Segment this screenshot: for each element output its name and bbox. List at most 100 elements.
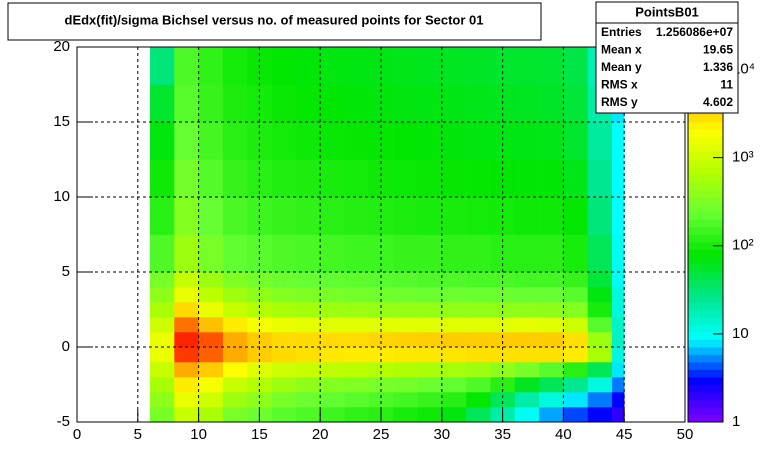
- heat-cell: [295, 234, 321, 273]
- heat-cell: [417, 287, 443, 303]
- heat-cell: [198, 332, 224, 348]
- heat-cell: [344, 197, 370, 235]
- y-tick-label: 15: [53, 113, 70, 130]
- heat-cell: [344, 377, 370, 393]
- heat-cell: [320, 362, 345, 378]
- heat-cell: [563, 377, 589, 393]
- heat-cell: [612, 272, 625, 288]
- heat-cell: [198, 84, 224, 123]
- heat-cell: [174, 84, 199, 123]
- heat-cell: [271, 197, 297, 235]
- color-scale-step: [688, 167, 723, 175]
- heat-cell: [198, 347, 224, 363]
- stats-value: 4.602: [703, 95, 733, 109]
- heat-cell: [198, 159, 224, 198]
- heat-cell: [466, 377, 491, 393]
- heat-cell: [295, 302, 321, 318]
- color-scale-step: [688, 257, 723, 265]
- heat-cell: [368, 362, 394, 378]
- color-scale-step: [688, 332, 723, 340]
- heat-cell: [393, 84, 418, 123]
- heat-cell: [174, 332, 199, 348]
- color-scale-step: [688, 144, 723, 153]
- heat-cell: [490, 362, 516, 378]
- heat-cell: [612, 197, 625, 235]
- heat-cell: [198, 197, 224, 235]
- heat-cell: [539, 197, 564, 235]
- x-tick-label: 15: [251, 426, 268, 443]
- heat-cell: [320, 272, 345, 288]
- heat-cell: [490, 302, 516, 318]
- heat-cell: [320, 234, 345, 273]
- heat-cell: [417, 377, 443, 393]
- heat-cell: [149, 362, 175, 378]
- heat-cell: [295, 407, 321, 423]
- heat-cell: [320, 317, 345, 333]
- heat-cell: [441, 302, 467, 318]
- heat-cell: [198, 392, 224, 408]
- heat-cell: [174, 362, 199, 378]
- heat-cell: [393, 234, 418, 273]
- heat-cell: [514, 272, 540, 288]
- heat-cell: [295, 362, 321, 378]
- heat-cell: [222, 159, 248, 198]
- heat-cell: [271, 377, 297, 393]
- heat-cell: [149, 407, 175, 423]
- heat-cell: [247, 272, 272, 288]
- heat-cell: [393, 332, 418, 348]
- heat-cell: [441, 122, 467, 160]
- heat-cell: [612, 302, 625, 318]
- heat-cell: [466, 347, 491, 363]
- stats-value: 1.336: [703, 60, 733, 74]
- heat-cell: [563, 84, 589, 123]
- heat-cell: [320, 159, 345, 198]
- heat-cell: [514, 47, 540, 85]
- color-scale-step: [688, 324, 723, 333]
- stats-title: PointsB01: [635, 4, 699, 19]
- heat-cell: [222, 332, 248, 348]
- heat-cell: [612, 362, 625, 378]
- heat-cell: [149, 122, 175, 160]
- x-tick-label: 10: [190, 426, 207, 443]
- color-scale-step: [688, 204, 723, 213]
- heat-cell: [393, 302, 418, 318]
- x-tick-label: 0: [73, 426, 81, 443]
- heat-cell: [539, 377, 564, 393]
- y-tick-label: 0: [62, 338, 70, 355]
- heat-cell: [514, 362, 540, 378]
- heat-cell: [539, 234, 564, 273]
- heat-cell: [198, 317, 224, 333]
- heat-cell: [490, 272, 516, 288]
- heat-cell: [514, 302, 540, 318]
- heat-cell: [295, 377, 321, 393]
- heat-cell: [344, 302, 370, 318]
- heat-cell: [612, 347, 625, 363]
- color-scale-step: [688, 152, 723, 160]
- heat-cell: [514, 317, 540, 333]
- heat-cell: [466, 392, 491, 408]
- color-scale-step: [688, 302, 723, 310]
- heat-cell: [612, 407, 625, 423]
- heat-cell: [149, 332, 175, 348]
- heat-cell: [174, 47, 199, 85]
- heat-cell: [563, 347, 589, 363]
- stats-value: 11: [720, 77, 733, 91]
- heat-cell: [466, 317, 491, 333]
- heat-cell: [271, 159, 297, 198]
- color-scale-step: [688, 384, 723, 393]
- heat-cell: [563, 317, 589, 333]
- heat-cell: [295, 122, 321, 160]
- heat-cell: [441, 159, 467, 198]
- heat-cell: [393, 392, 418, 408]
- heat-cell: [417, 234, 443, 273]
- heat-cell: [149, 392, 175, 408]
- heat-cell: [563, 272, 589, 288]
- y-tick-label: 5: [62, 263, 70, 280]
- color-scale-step: [688, 294, 723, 303]
- heat-cell: [490, 122, 516, 160]
- heat-cell: [587, 317, 613, 333]
- heat-cell: [539, 407, 564, 423]
- heat-cell: [344, 272, 370, 288]
- heat-cell: [514, 407, 540, 423]
- heat-cell: [514, 347, 540, 363]
